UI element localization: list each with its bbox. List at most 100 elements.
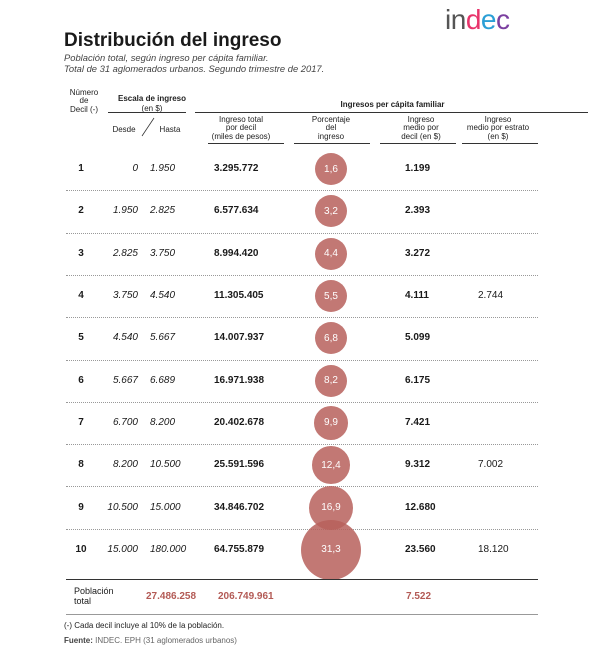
indec-logo: indec — [445, 4, 510, 36]
totals-bottom-rule — [66, 614, 538, 615]
header-rule-total — [208, 143, 284, 144]
row-hasta: 3.750 — [150, 247, 176, 259]
pct-bubble-label: 5,5 — [324, 290, 338, 302]
row-desde: 0 — [132, 163, 138, 175]
totals-poblacion: 27.486.258 — [146, 591, 197, 602]
page-title: Distribución del ingreso — [64, 30, 282, 51]
row-separator — [66, 274, 538, 276]
pct-bubble: 1,6 — [315, 153, 347, 186]
row-ingreso-medio: 4.111 — [405, 290, 429, 302]
col-header-decil-l3: Decil (-) — [70, 104, 98, 114]
row-ingreso-total: 25.591.596 — [214, 459, 265, 471]
row-hasta: 8.200 — [150, 416, 176, 428]
pct-bubble-label: 4,4 — [324, 248, 338, 260]
logo-letter: d — [465, 4, 482, 35]
col-header-pct: Porcentaje del ingreso — [298, 115, 364, 141]
pct-bubble-label: 31,3 — [321, 544, 341, 556]
row-decil: 8 — [78, 459, 84, 471]
row-desde: 3.750 — [112, 290, 138, 302]
col-header-estrato-l1: Ingreso — [484, 115, 512, 124]
row-desde: 8.200 — [112, 459, 138, 471]
totals-top-rule — [66, 579, 538, 580]
col-header-pct-l3: ingreso — [317, 131, 345, 141]
row-separator — [66, 190, 538, 192]
row-hasta: 6.689 — [150, 374, 176, 386]
row-ingreso-total: 34.846.702 — [214, 501, 265, 513]
col-header-total: Ingreso total por decil (miles de pesos) — [208, 115, 274, 141]
pct-bubble: 9,9 — [314, 406, 348, 440]
header-rule-ingresos — [195, 112, 588, 113]
row-decil: 4 — [78, 290, 84, 302]
col-header-decil-l1: Número — [69, 88, 99, 97]
pct-bubble-label: 8,2 — [324, 375, 338, 387]
source-label: Fuente: — [64, 636, 93, 645]
totals-ingreso: 206.749.961 — [218, 591, 274, 602]
col-header-medio: Ingreso medio por decil (en $) — [386, 115, 456, 141]
row-ingreso-total: 14.007.937 — [214, 332, 265, 344]
pct-bubble: 12,4 — [312, 446, 350, 485]
row-hasta: 2.825 — [150, 205, 176, 217]
totals-label-l1: Población — [74, 586, 114, 596]
header-rule-medio — [380, 143, 456, 144]
row-ingreso-estrato: 18.120 — [478, 543, 509, 555]
row-desde: 1.950 — [112, 205, 138, 217]
row-ingreso-medio: 1.199 — [405, 163, 431, 175]
row-decil: 10 — [75, 543, 87, 555]
col-header-estrato-l3: (en $) — [487, 131, 509, 141]
row-ingreso-total: 3.295.772 — [214, 163, 259, 175]
totals-label: Población total — [74, 586, 114, 606]
col-header-desde: Desde — [112, 125, 136, 134]
col-header-total-l2: por decil — [225, 123, 257, 133]
row-ingreso-total: 8.994.420 — [214, 247, 259, 259]
totals-medio: 7.522 — [406, 591, 432, 602]
pct-bubble: 3,2 — [315, 195, 347, 228]
row-decil: 2 — [78, 205, 84, 217]
row-ingreso-total: 20.402.678 — [214, 416, 265, 428]
row-ingreso-medio: 9.312 — [405, 459, 431, 471]
row-separator — [66, 486, 538, 488]
footnote: (-) Cada decil incluye al 10% de la pobl… — [64, 621, 225, 630]
pct-bubble-label: 1,6 — [324, 163, 338, 175]
logo-letter: e — [480, 4, 497, 35]
row-separator — [66, 232, 538, 234]
source-text: INDEC. EPH (31 aglomerados urbanos) — [95, 636, 237, 645]
logo-letter: n — [450, 4, 467, 35]
row-hasta: 15.000 — [150, 501, 181, 513]
col-header-medio-l1: Ingreso — [407, 115, 435, 124]
row-ingreso-total: 11.305.405 — [214, 290, 264, 302]
row-desde: 4.540 — [112, 332, 138, 344]
col-header-estrato-l2: medio por estrato — [466, 123, 530, 133]
row-hasta: 10.500 — [150, 459, 181, 471]
row-decil: 6 — [78, 374, 84, 386]
header-rule-estrato — [462, 143, 538, 144]
row-separator — [66, 401, 538, 403]
header-rule-escala — [108, 112, 186, 113]
row-ingreso-medio: 3.272 — [405, 247, 431, 259]
pct-bubble: 5,5 — [315, 280, 347, 313]
row-decil: 9 — [78, 501, 84, 513]
row-hasta: 180.000 — [150, 543, 187, 555]
desde-hasta-slash — [141, 117, 155, 137]
row-hasta: 5.667 — [150, 332, 176, 344]
row-ingreso-total: 6.577.634 — [214, 205, 259, 217]
row-ingreso-medio: 7.421 — [405, 416, 431, 428]
pct-bubble-label: 9,9 — [324, 417, 338, 429]
col-header-decil: Número de Decil (-) — [66, 88, 102, 114]
logo-letter: i — [445, 4, 451, 35]
col-header-escala-unit: (en $) — [141, 104, 163, 113]
row-desde: 15.000 — [107, 543, 138, 555]
col-header-hasta: Hasta — [159, 125, 181, 134]
row-separator — [66, 317, 538, 319]
row-ingreso-medio: 2.393 — [405, 205, 431, 217]
pct-bubble-label: 6,8 — [324, 332, 338, 344]
row-ingreso-estrato: 7.002 — [478, 459, 504, 471]
row-decil: 7 — [78, 416, 84, 428]
row-separator — [66, 528, 538, 530]
row-hasta: 4.540 — [150, 290, 176, 302]
row-ingreso-medio: 5.099 — [405, 332, 431, 344]
row-ingreso-estrato: 2.744 — [478, 290, 504, 302]
logo-letter: c — [495, 4, 510, 35]
subtitle-line-1: Población total, según ingreso per cápit… — [64, 52, 269, 63]
row-ingreso-total: 16.971.938 — [214, 374, 265, 386]
col-header-total-l3: (miles de pesos) — [211, 131, 271, 141]
